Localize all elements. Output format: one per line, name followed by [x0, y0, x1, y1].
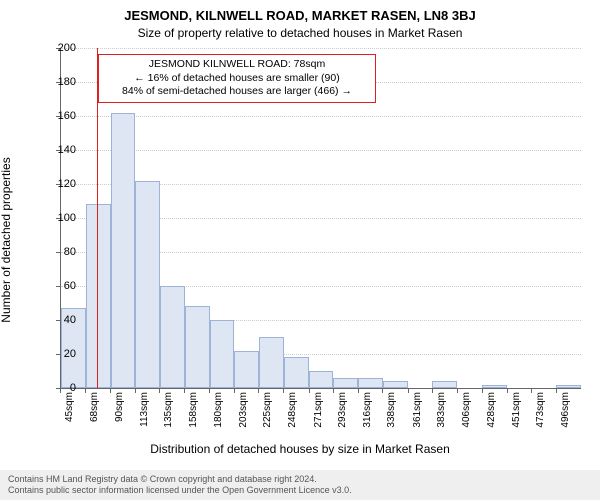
x-tick-label: 496sqm	[560, 392, 571, 428]
x-tick-label: 203sqm	[238, 392, 249, 428]
annotation-box: JESMOND KILNWELL ROAD: 78sqm← 16% of det…	[98, 54, 376, 103]
x-tick-mark	[234, 388, 235, 393]
y-tick-label: 40	[42, 314, 76, 326]
x-tick-label: 316sqm	[362, 392, 373, 428]
x-tick-label: 473sqm	[535, 392, 546, 428]
footer-line-2: Contains public sector information licen…	[8, 485, 592, 496]
histogram-bar	[383, 381, 408, 388]
x-tick-mark	[135, 388, 136, 393]
histogram-bar	[185, 306, 210, 388]
histogram-bar	[135, 181, 160, 388]
histogram-bar	[160, 286, 185, 388]
x-tick-label: 225sqm	[262, 392, 273, 428]
x-tick-label: 338sqm	[386, 392, 397, 428]
x-tick-label: 158sqm	[188, 392, 199, 428]
y-tick-label: 180	[42, 76, 76, 88]
y-tick-label: 120	[42, 178, 76, 190]
histogram-bar	[210, 320, 235, 388]
histogram-bar	[111, 113, 136, 388]
histogram-bar	[284, 357, 309, 388]
x-tick-label: 406sqm	[461, 392, 472, 428]
x-tick-mark	[408, 388, 409, 393]
x-tick-mark	[457, 388, 458, 393]
y-tick-label: 80	[42, 246, 76, 258]
x-tick-label: 248sqm	[287, 392, 298, 428]
x-tick-mark	[209, 388, 210, 393]
chart-container: JESMOND, KILNWELL ROAD, MARKET RASEN, LN…	[0, 0, 600, 500]
chart-title-main: JESMOND, KILNWELL ROAD, MARKET RASEN, LN…	[0, 8, 600, 23]
x-tick-mark	[482, 388, 483, 393]
x-axis-label: Distribution of detached houses by size …	[0, 442, 600, 456]
x-tick-mark	[283, 388, 284, 393]
gridline	[61, 150, 581, 151]
x-tick-mark	[333, 388, 334, 393]
histogram-bar	[333, 378, 358, 388]
x-tick-mark	[507, 388, 508, 393]
histogram-bar	[556, 385, 581, 388]
x-tick-label: 428sqm	[486, 392, 497, 428]
x-tick-mark	[60, 388, 61, 393]
x-tick-mark	[556, 388, 557, 393]
histogram-bar	[309, 371, 334, 388]
y-tick-label: 140	[42, 144, 76, 156]
histogram-bar	[432, 381, 457, 388]
x-tick-mark	[110, 388, 111, 393]
histogram-bar	[234, 351, 259, 388]
x-tick-mark	[531, 388, 532, 393]
y-tick-label: 100	[42, 212, 76, 224]
histogram-bar	[358, 378, 383, 388]
x-tick-label: 68sqm	[89, 392, 100, 422]
histogram-bar	[482, 385, 507, 388]
annotation-line: ← 16% of detached houses are smaller (90…	[105, 72, 369, 86]
x-tick-label: 451sqm	[511, 392, 522, 428]
x-tick-mark	[159, 388, 160, 393]
y-axis-label: Number of detached properties	[0, 157, 13, 322]
footer-line-1: Contains HM Land Registry data © Crown c…	[8, 474, 592, 485]
y-tick-label: 20	[42, 348, 76, 360]
y-tick-label: 200	[42, 42, 76, 54]
x-tick-mark	[382, 388, 383, 393]
x-tick-label: 293sqm	[337, 392, 348, 428]
x-tick-mark	[309, 388, 310, 393]
y-tick-label: 160	[42, 110, 76, 122]
x-tick-label: 90sqm	[114, 392, 125, 422]
x-tick-label: 383sqm	[436, 392, 447, 428]
x-tick-label: 271sqm	[313, 392, 324, 428]
histogram-bar	[259, 337, 284, 388]
x-tick-mark	[85, 388, 86, 393]
gridline	[61, 116, 581, 117]
annotation-line: 84% of semi-detached houses are larger (…	[105, 85, 369, 99]
y-tick-label: 60	[42, 280, 76, 292]
x-tick-label: 361sqm	[412, 392, 423, 428]
x-tick-mark	[432, 388, 433, 393]
x-tick-label: 180sqm	[213, 392, 224, 428]
x-tick-label: 135sqm	[163, 392, 174, 428]
gridline	[61, 48, 581, 49]
x-tick-label: 113sqm	[139, 392, 150, 427]
x-tick-label: 45sqm	[64, 392, 75, 422]
x-tick-mark	[358, 388, 359, 393]
x-tick-mark	[258, 388, 259, 393]
x-tick-mark	[184, 388, 185, 393]
footer: Contains HM Land Registry data © Crown c…	[0, 470, 600, 500]
annotation-line: JESMOND KILNWELL ROAD: 78sqm	[105, 58, 369, 72]
chart-title-sub: Size of property relative to detached ho…	[0, 26, 600, 40]
